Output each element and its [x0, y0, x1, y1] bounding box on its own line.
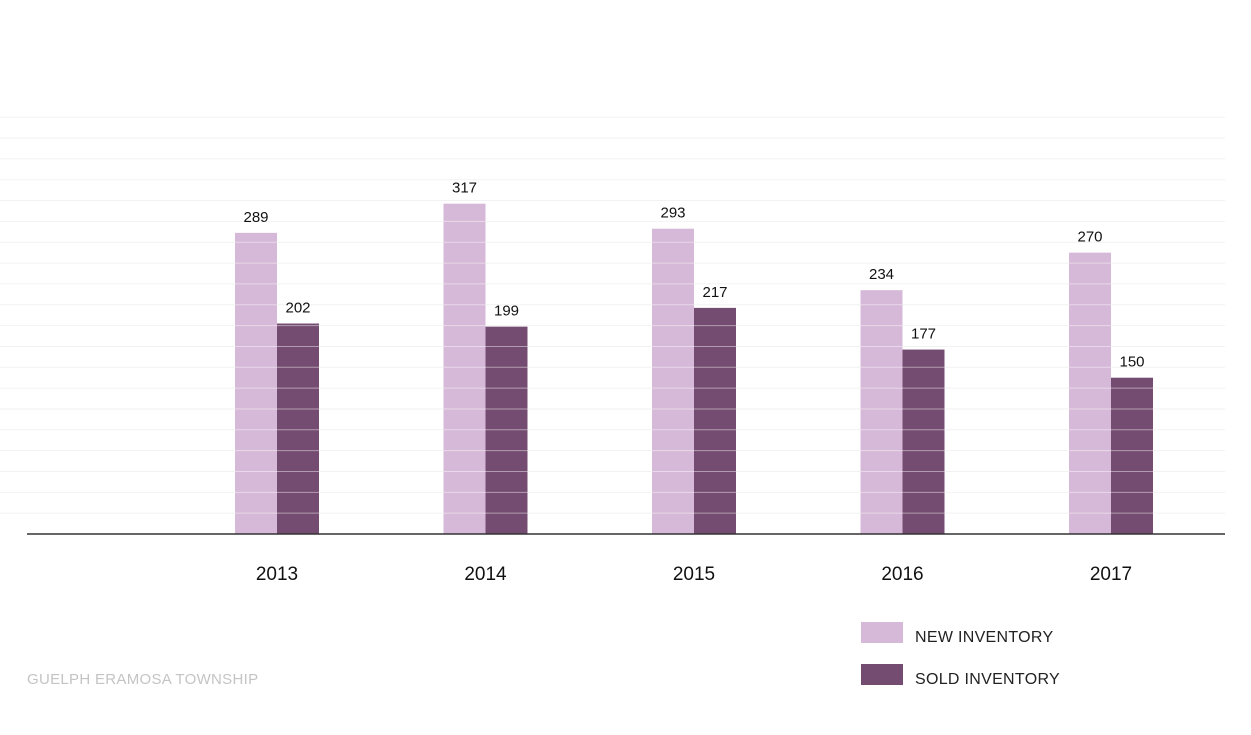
bar-new-inventory-2017 — [1069, 252, 1111, 534]
legend-swatch-new-inventory — [861, 622, 903, 643]
x-tick-label-2015: 2015 — [673, 564, 715, 585]
data-label-new-inventory-2013: 289 — [243, 209, 268, 226]
legend-swatch-sold-inventory — [861, 664, 903, 685]
data-label-sold-inventory-2015: 217 — [702, 284, 727, 301]
bar-new-inventory-2015 — [652, 228, 694, 534]
bar-sold-inventory-2016 — [902, 349, 945, 534]
legend-label-new-inventory: NEW INVENTORY — [915, 629, 1053, 646]
data-label-sold-inventory-2014: 199 — [494, 303, 519, 320]
data-labels: 289 202 317 199 293 217 234 177 270 150 — [243, 180, 1144, 371]
x-tick-labels: 2013 2014 2015 2016 2017 — [256, 564, 1132, 585]
bar-sold-inventory-2017 — [1111, 377, 1153, 534]
bar-sold-inventory-2013 — [277, 323, 319, 534]
data-label-sold-inventory-2013: 202 — [285, 300, 310, 317]
data-label-sold-inventory-2017: 150 — [1119, 354, 1144, 371]
x-tick-label-2014: 2014 — [464, 564, 507, 585]
data-label-new-inventory-2017: 270 — [1077, 229, 1102, 246]
bar-new-inventory-2014 — [443, 203, 486, 534]
legend: NEW INVENTORY SOLD INVENTORY — [861, 622, 1060, 688]
x-tick-label-2013: 2013 — [256, 564, 298, 585]
data-label-new-inventory-2015: 293 — [660, 205, 685, 222]
legend-label-sold-inventory: SOLD INVENTORY — [915, 671, 1060, 688]
bar-sold-inventory-2014 — [485, 326, 528, 534]
x-tick-label-2017: 2017 — [1090, 564, 1132, 585]
bars — [235, 203, 1153, 534]
data-label-new-inventory-2014: 317 — [452, 180, 477, 197]
bar-new-inventory-2013 — [235, 232, 277, 534]
bar-new-inventory-2016 — [860, 290, 903, 534]
data-label-new-inventory-2016: 234 — [869, 266, 894, 283]
footer-label: GUELPH ERAMOSA TOWNSHIP — [27, 671, 258, 688]
data-label-sold-inventory-2016: 177 — [911, 326, 936, 343]
bar-sold-inventory-2015 — [694, 307, 736, 534]
x-tick-label-2016: 2016 — [881, 564, 923, 585]
gridlines — [0, 116, 1225, 514]
